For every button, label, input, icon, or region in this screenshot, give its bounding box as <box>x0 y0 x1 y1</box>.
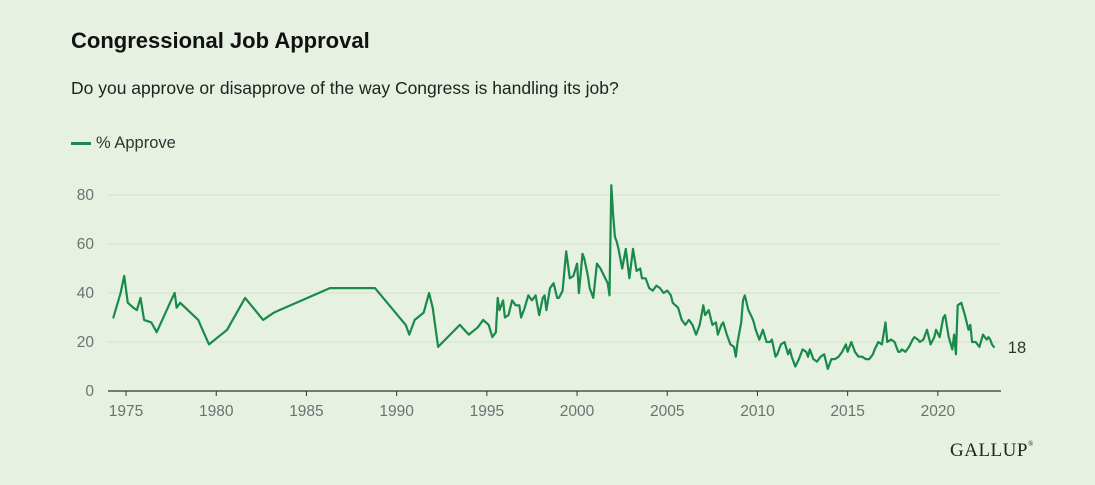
x-tick-label: 2010 <box>740 403 775 420</box>
x-tick-label: 1990 <box>379 403 414 420</box>
chart-legend: % Approve <box>71 134 176 153</box>
chart-subtitle: Do you approve or disapprove of the way … <box>71 78 619 98</box>
y-tick-label: 0 <box>85 383 94 400</box>
approve-series-line <box>112 184 995 370</box>
gallup-logo: GALLUP® <box>950 440 1034 461</box>
x-tick-label: 1985 <box>289 403 323 420</box>
legend-label: % Approve <box>96 134 176 152</box>
x-tick-label: 2000 <box>560 403 595 420</box>
y-tick-label: 20 <box>77 334 95 351</box>
chart-title: Congressional Job Approval <box>71 28 370 53</box>
x-tick-label: 2020 <box>921 403 956 420</box>
x-tick-label: 1995 <box>470 403 504 420</box>
legend-swatch <box>71 142 91 145</box>
y-tick-label: 40 <box>77 285 95 302</box>
end-value-label: 18 <box>1008 339 1026 357</box>
x-tick-label: 2015 <box>830 403 864 420</box>
x-tick-label: 1975 <box>109 403 143 420</box>
x-tick-label: 1980 <box>199 403 234 420</box>
y-tick-label: 80 <box>77 187 95 204</box>
y-tick-label: 60 <box>77 236 95 253</box>
x-tick-label: 2005 <box>650 403 684 420</box>
